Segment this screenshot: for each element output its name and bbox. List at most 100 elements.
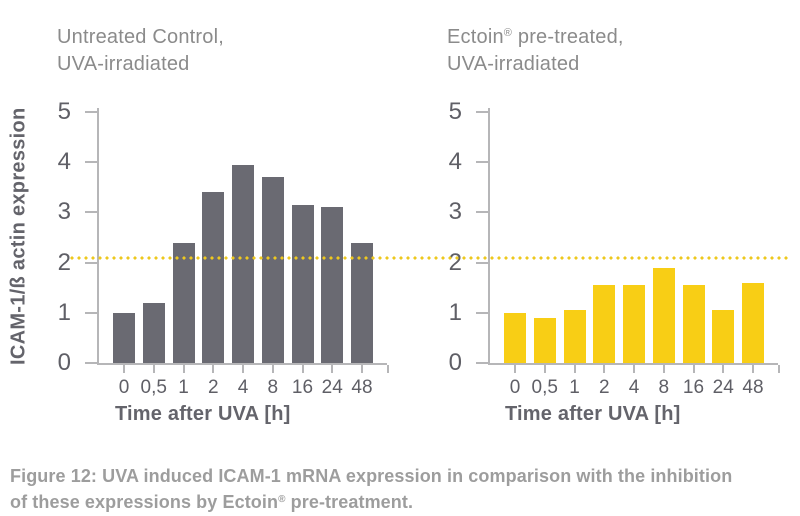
y-tick-label: 5 [448, 98, 462, 125]
x-tick-label: 2 [207, 377, 219, 398]
bar [291, 204, 314, 363]
x-tick-label: 16 [682, 377, 705, 398]
x-tick-mark [514, 365, 516, 373]
x-tick-mark [603, 365, 606, 373]
bar [712, 310, 735, 363]
x-tick-label: 4 [237, 377, 249, 398]
chart-title-text: Ectoin [447, 26, 504, 48]
x-tick-mark [662, 365, 665, 373]
bar [652, 267, 675, 363]
registered-trademark-symbol: ® [503, 27, 513, 39]
chart-title-text: pre-treated, [512, 26, 624, 48]
x-tick-label: 16 [291, 377, 314, 398]
y-tick-label: 2 [448, 248, 462, 276]
caption-line2: pre-treatment. [285, 492, 414, 512]
chart-title-line2: UVA-irradiated [447, 53, 580, 75]
x-axis-title: Time after UVA [h] [115, 403, 291, 425]
x-axis-end-tick [387, 365, 389, 373]
bar [321, 207, 344, 363]
y-tick-mark [476, 211, 490, 214]
bar [113, 312, 135, 363]
y-tick-mark [476, 261, 490, 264]
x-tick-mark [633, 365, 635, 373]
x-tick-mark [692, 365, 695, 373]
registered-trademark-symbol: ® [278, 494, 286, 505]
bar [142, 302, 165, 363]
plot-area-ectoin: 0 1 2 3 4 5 0 0,5 1 2 4 8 16 24 48 [449, 98, 780, 398]
x-tick-label: 48 [742, 377, 764, 398]
bar [563, 310, 586, 363]
y-axis-label: ICAM-1/ß actin expression [7, 107, 30, 365]
x-tick-mark [543, 365, 546, 373]
x-axis-end-tick [778, 365, 780, 373]
x-tick-label: 1 [569, 377, 580, 398]
bar [351, 242, 373, 363]
y-tick-label: 5 [57, 98, 71, 125]
y-tick-label: 4 [448, 148, 462, 176]
x-tick-label: 0,5 [140, 377, 167, 398]
x-tick-label: 0,5 [531, 377, 558, 398]
x-tick-label: 1 [178, 377, 189, 398]
chart-title-line1: Ectoin® pre-treated, [447, 20, 624, 51]
y-tick-label: 1 [448, 298, 462, 326]
x-axis-title: Time after UVA [h] [505, 403, 681, 425]
y-tick-mark [85, 261, 99, 264]
chart-title: Ectoin® pre-treated, UVA-irradiated [447, 20, 624, 78]
y-tick-label: 2 [57, 248, 71, 276]
x-tick-mark [573, 365, 576, 373]
x-tick-mark [212, 365, 215, 373]
x-tick-mark [182, 365, 185, 373]
y-tick-label: 0 [448, 349, 462, 376]
x-tick-mark [722, 365, 725, 373]
x-tick-label: 8 [267, 377, 279, 398]
x-tick-mark [242, 365, 244, 373]
y-tick-mark [476, 362, 490, 364]
x-tick-label: 0 [509, 377, 521, 398]
reference-line [70, 255, 788, 260]
x-tick-mark [752, 365, 754, 373]
y-tick-label: 0 [57, 349, 71, 376]
x-tick-label: 2 [598, 377, 610, 398]
y-tick-label: 3 [448, 198, 462, 226]
plot-area-untreated: 0 1 2 3 4 5 0 0,5 1 2 4 8 16 24 48 [58, 98, 389, 398]
y-tick-label: 3 [57, 198, 71, 226]
x-tick-label: 4 [628, 377, 640, 398]
bar [172, 242, 195, 363]
y-tick-mark [85, 362, 99, 364]
bar [593, 285, 616, 363]
y-tick-mark [476, 161, 490, 164]
y-tick-label: 4 [57, 148, 71, 176]
caption-line2: of these expressions by Ectoin [10, 492, 279, 512]
chart-title: Untreated Control, UVA-irradiated [57, 20, 224, 78]
figure-caption: Figure 12: UVA induced ICAM-1 mRNA expre… [10, 464, 794, 514]
x-tick-label: 24 [321, 377, 343, 398]
caption-line1: Figure 12: UVA induced ICAM-1 mRNA expre… [10, 466, 733, 486]
x-tick-mark [271, 365, 274, 373]
y-tick-label: 1 [57, 298, 71, 326]
bar [261, 177, 284, 363]
x-tick-label: 48 [351, 377, 373, 398]
x-tick-label: 0 [118, 377, 130, 398]
y-tick-mark [476, 111, 490, 113]
bar [533, 317, 556, 363]
y-tick-mark [85, 111, 99, 113]
y-tick-mark [85, 311, 99, 314]
y-tick-mark [85, 161, 99, 164]
x-tick-mark [331, 365, 334, 373]
chart-title-line1: Untreated Control, [57, 20, 224, 51]
bar [232, 164, 254, 363]
x-tick-label: 24 [712, 377, 734, 398]
bar [504, 312, 526, 363]
y-tick-mark [85, 211, 99, 214]
x-tick-mark [123, 365, 125, 373]
chart-title-line2: UVA-irradiated [57, 53, 190, 75]
x-tick-label: 8 [658, 377, 670, 398]
y-tick-mark [476, 311, 490, 314]
bar [623, 285, 645, 363]
x-tick-mark [301, 365, 304, 373]
bar [682, 285, 705, 363]
chart-title-text: Untreated Control, [57, 26, 225, 48]
bar [202, 192, 225, 363]
bar [742, 282, 764, 363]
